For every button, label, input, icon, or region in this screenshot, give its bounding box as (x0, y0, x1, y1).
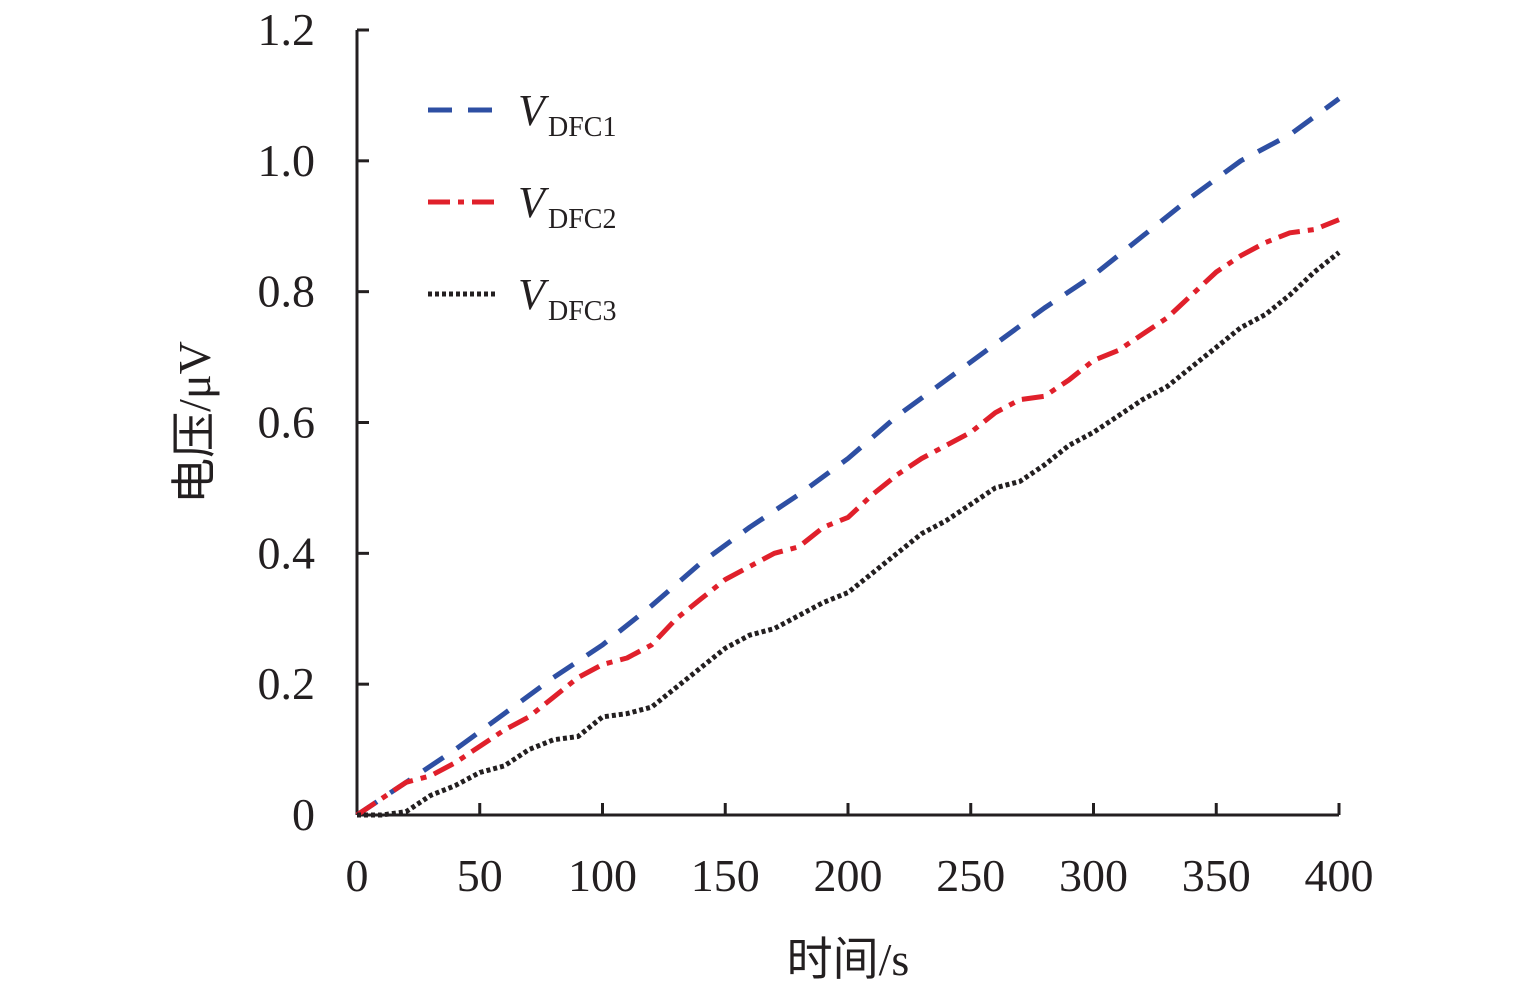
x-tick-label: 300 (1059, 850, 1128, 901)
y-axis-title: 电压/μV (169, 341, 220, 504)
y-tick-label: 0.6 (258, 397, 316, 448)
x-ticks: 0 50 100 150 200 250 300 350 400 (346, 803, 1374, 901)
x-tick-label: 250 (936, 850, 1005, 901)
legend-item: V DFC3 (428, 270, 616, 327)
x-tick-label: 50 (457, 850, 503, 901)
legend-label-sub: DFC2 (548, 204, 616, 235)
legend-label-main: V (518, 86, 550, 135)
y-tick-label: 0.8 (258, 266, 316, 317)
x-tick-label: 150 (691, 850, 760, 901)
legend-label-main: V (518, 270, 550, 319)
legend-label-sub: DFC1 (548, 112, 616, 143)
x-tick-label: 200 (814, 850, 883, 901)
x-tick-label: 0 (346, 850, 369, 901)
y-tick-label: 1.0 (258, 135, 316, 186)
x-axis-title: 时间/s (787, 934, 910, 985)
y-tick-label: 0.2 (258, 658, 316, 709)
series-line-dfc1 (355, 96, 1341, 818)
series-line-dfc2 (355, 217, 1340, 818)
axes (355, 30, 1339, 817)
y-tick-label: 0 (292, 789, 315, 840)
x-tick-label: 100 (568, 850, 637, 901)
legend-item: V DFC2 (428, 178, 616, 235)
y-tick-label: 0.4 (258, 527, 316, 578)
x-tick-label: 400 (1305, 850, 1374, 901)
x-tick-label: 350 (1182, 850, 1251, 901)
y-tick-label: 1.2 (258, 4, 316, 55)
series-line-dfc3 (357, 250, 1341, 818)
series-lines (355, 96, 1341, 818)
y-ticks: 0 0.2 0.4 0.6 0.8 1.0 1.2 (258, 4, 369, 840)
legend-label-sub: DFC3 (548, 296, 616, 327)
legend-item: V DFC1 (428, 86, 616, 143)
legend-label-main: V (518, 178, 550, 227)
